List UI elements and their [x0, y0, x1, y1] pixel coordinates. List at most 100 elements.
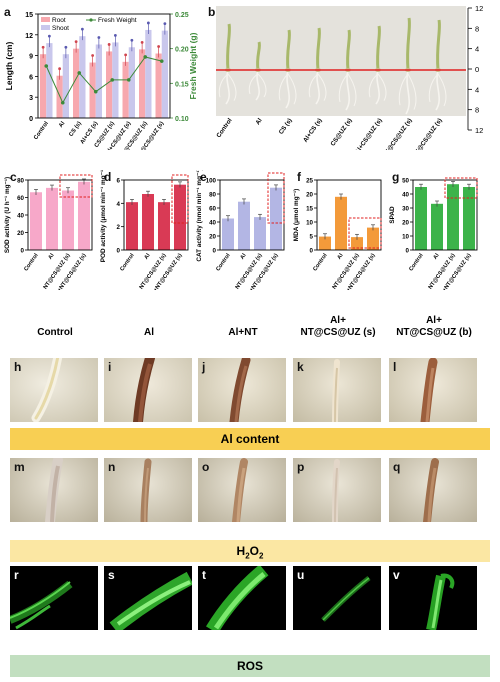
- x-tick-e-1: Al: [240, 252, 248, 260]
- panel-label-f: f: [297, 170, 301, 184]
- shoot-0: [226, 23, 231, 71]
- fresh-weight-point-4: [110, 78, 115, 82]
- shoot-1: [256, 41, 261, 71]
- legend-label-fresh: Fresh Weight: [98, 17, 137, 24]
- bar-g-2: [447, 184, 459, 250]
- column-title-al: Al: [144, 327, 154, 338]
- bar-e-3: [270, 187, 282, 250]
- panel-label-l: l: [393, 360, 397, 374]
- photo-r: [10, 566, 98, 630]
- highlight-box-d: [171, 174, 189, 224]
- legend-swatch-root: [41, 17, 50, 22]
- bar-root-3: [89, 62, 96, 118]
- scale-tick-label-2: 4: [475, 45, 479, 54]
- y2-tick-label-a-1: 0.15: [175, 81, 189, 88]
- shoot-7: [436, 19, 441, 71]
- panel-b-background: [216, 6, 466, 116]
- bar-c-2: [62, 190, 74, 250]
- panel-label-s: s: [108, 568, 115, 582]
- y-tick-label-d-1: 2: [117, 224, 121, 231]
- bar-shoot-0: [46, 43, 53, 119]
- band-h2o2-o: O: [249, 544, 259, 558]
- scale-tick-label-3: 0: [475, 65, 479, 74]
- bar-f-0: [319, 236, 331, 250]
- seedling-label-2: CS (s): [278, 117, 294, 136]
- y2-tick-label-a-2: 0.20: [175, 47, 189, 54]
- bar-c-1: [46, 187, 58, 250]
- bar-e-1: [238, 201, 250, 250]
- band-al-content: Al content: [10, 428, 490, 450]
- err-root-dot-1: [58, 67, 62, 71]
- photo-s: [104, 566, 192, 630]
- panel-label-r: r: [14, 568, 19, 582]
- x-tick-a-1: Al: [58, 120, 66, 129]
- bar-shoot-3: [95, 44, 102, 118]
- y-tick-label-f-2: 10: [306, 220, 313, 227]
- bar-shoot-1: [62, 54, 69, 118]
- band-h2o2-h: H: [236, 544, 246, 558]
- seedling-label-3: Al+CS (s): [302, 117, 324, 144]
- err-root-dot-3: [91, 54, 95, 57]
- seedling-label-4: CS@UZ (s): [329, 117, 353, 147]
- seedling-label-0: Control: [216, 117, 234, 139]
- scale-tick-label-5: 8: [475, 106, 479, 115]
- root-main-1: [255, 69, 260, 101]
- legend-label-root: Root: [52, 17, 66, 24]
- column-title-control: Control: [37, 327, 73, 338]
- y2-tick-label-a-0: 0.10: [175, 116, 189, 123]
- shoot-6: [406, 17, 411, 71]
- bar-c-3: [78, 181, 90, 250]
- panel-b-seedlings: Control Al CS (s) Al+CS (s) CS@UZ (s) Al+CS@U…: [216, 6, 483, 150]
- fresh-weight-line: [45, 56, 162, 104]
- root-side-2: [287, 73, 297, 105]
- photo-m: [10, 458, 98, 522]
- y-tick-label-f-4: 20: [306, 192, 313, 199]
- root-main-7: [435, 69, 440, 111]
- panel-label-u: u: [297, 568, 305, 582]
- fresh-weight-point-7: [159, 59, 164, 63]
- y-tick-label-g-5: 50: [402, 178, 409, 185]
- y-tick-label-f-3: 15: [306, 206, 313, 213]
- x-tick-d-0: Control: [119, 252, 136, 272]
- bar-root-4: [106, 51, 113, 118]
- root-main-4: [345, 69, 350, 111]
- panel-label-h: h: [14, 360, 22, 374]
- photo-j: [198, 358, 286, 422]
- seedling-label-6: NT@CS@UZ (s): [381, 117, 413, 150]
- highlight-box-f: [348, 217, 382, 249]
- shoot-3: [316, 27, 321, 71]
- panel-label-v: v: [393, 568, 400, 582]
- x-tick-c-1: Al: [48, 252, 56, 260]
- x-tick-g-1: Al: [433, 252, 441, 260]
- bar-c-0: [30, 192, 42, 250]
- err-root-dot-2: [74, 40, 78, 44]
- x-tick-c-0: Control: [23, 252, 40, 272]
- bar-shoot-5: [128, 47, 135, 118]
- bar-e-2: [254, 217, 266, 250]
- panel-label-c: c: [10, 170, 17, 184]
- err-shoot-dot-4: [113, 34, 117, 37]
- panel-label-j: j: [202, 360, 206, 374]
- err-shoot-dot-0: [47, 34, 51, 38]
- column-title-al-nt: Al+NT: [228, 327, 258, 338]
- y-tick-label-d-0: 0: [117, 248, 121, 255]
- bar-e-0: [222, 218, 234, 250]
- y-tick-label-a-0: 0: [29, 116, 33, 123]
- y-tick-label-e-4: 80: [209, 192, 216, 199]
- bar-f-2: [351, 237, 363, 250]
- err-shoot-dot-6: [146, 21, 150, 25]
- x-tick-d-1: Al: [144, 252, 152, 260]
- y-axis-label-e: CAT activity (nmol min⁻¹ mg⁻¹): [196, 170, 203, 262]
- y-tick-label-e-5: 100: [206, 178, 217, 185]
- band-h2o2-sub1: 2: [245, 551, 250, 561]
- y-tick-label-a-4: 12: [25, 33, 33, 40]
- root-side-7: [437, 73, 447, 107]
- err-shoot-dot-1: [64, 45, 68, 49]
- fresh-weight-point-1: [60, 100, 65, 105]
- y-axis-label-a: Length (cm): [4, 42, 14, 91]
- photo-p: [293, 458, 381, 522]
- bar-shoot-6: [145, 29, 152, 118]
- fresh-weight-point-5: [126, 78, 131, 82]
